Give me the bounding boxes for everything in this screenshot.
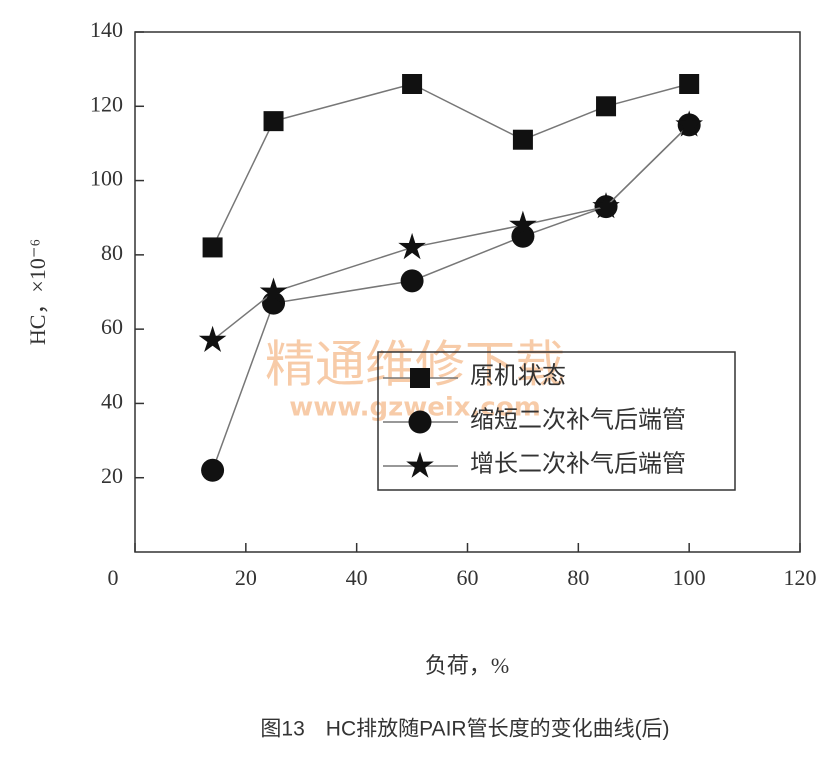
y-tick-label: 80 bbox=[101, 240, 123, 265]
marker-square bbox=[402, 74, 423, 94]
series-line bbox=[212, 124, 690, 341]
marker-square bbox=[202, 237, 223, 258]
x-tick-label: 0 bbox=[108, 565, 119, 590]
marker-square bbox=[512, 129, 533, 150]
legend-label: 缩短二次补气后端管 bbox=[470, 407, 686, 434]
x-tick-label: 80 bbox=[567, 565, 589, 590]
x-tick-label: 100 bbox=[673, 565, 706, 590]
y-tick-label: 40 bbox=[101, 388, 123, 413]
series-line bbox=[211, 83, 690, 248]
marker-star bbox=[259, 277, 288, 304]
y-tick-label: 100 bbox=[90, 166, 123, 191]
y-axis-label: HC，×10⁻⁶ bbox=[25, 239, 50, 345]
x-tick-label: 120 bbox=[784, 565, 817, 590]
marker-circle bbox=[400, 269, 424, 293]
x-axis-label: 负荷，% bbox=[425, 653, 509, 678]
y-tick-label: 20 bbox=[101, 463, 123, 488]
x-tick-label: 40 bbox=[346, 565, 368, 590]
x-tick-label: 60 bbox=[457, 565, 479, 590]
marker-star bbox=[198, 325, 227, 352]
marker-square bbox=[410, 368, 430, 388]
marker-circle bbox=[408, 410, 432, 434]
marker-star bbox=[406, 451, 434, 478]
y-tick-label: 120 bbox=[90, 91, 123, 116]
marker-star bbox=[675, 110, 703, 137]
x-tick-label: 20 bbox=[235, 565, 257, 590]
marker-square bbox=[596, 96, 617, 117]
plot-frame bbox=[134, 31, 801, 553]
marker-star bbox=[509, 210, 537, 237]
legend-label: 原机状态 bbox=[470, 363, 566, 390]
caption: 图13 HC排放随PAIR管长度的变化曲线(后) bbox=[260, 718, 669, 741]
y-tick-label: 140 bbox=[90, 17, 123, 42]
marker-star bbox=[592, 192, 620, 219]
legend-label: 增长二次补气后端管 bbox=[470, 451, 686, 478]
marker-square bbox=[679, 74, 700, 94]
marker-square bbox=[263, 111, 284, 132]
y-tick-label: 60 bbox=[101, 314, 123, 339]
marker-star bbox=[398, 232, 426, 260]
marker-circle bbox=[201, 458, 225, 482]
legend-box bbox=[377, 351, 736, 491]
